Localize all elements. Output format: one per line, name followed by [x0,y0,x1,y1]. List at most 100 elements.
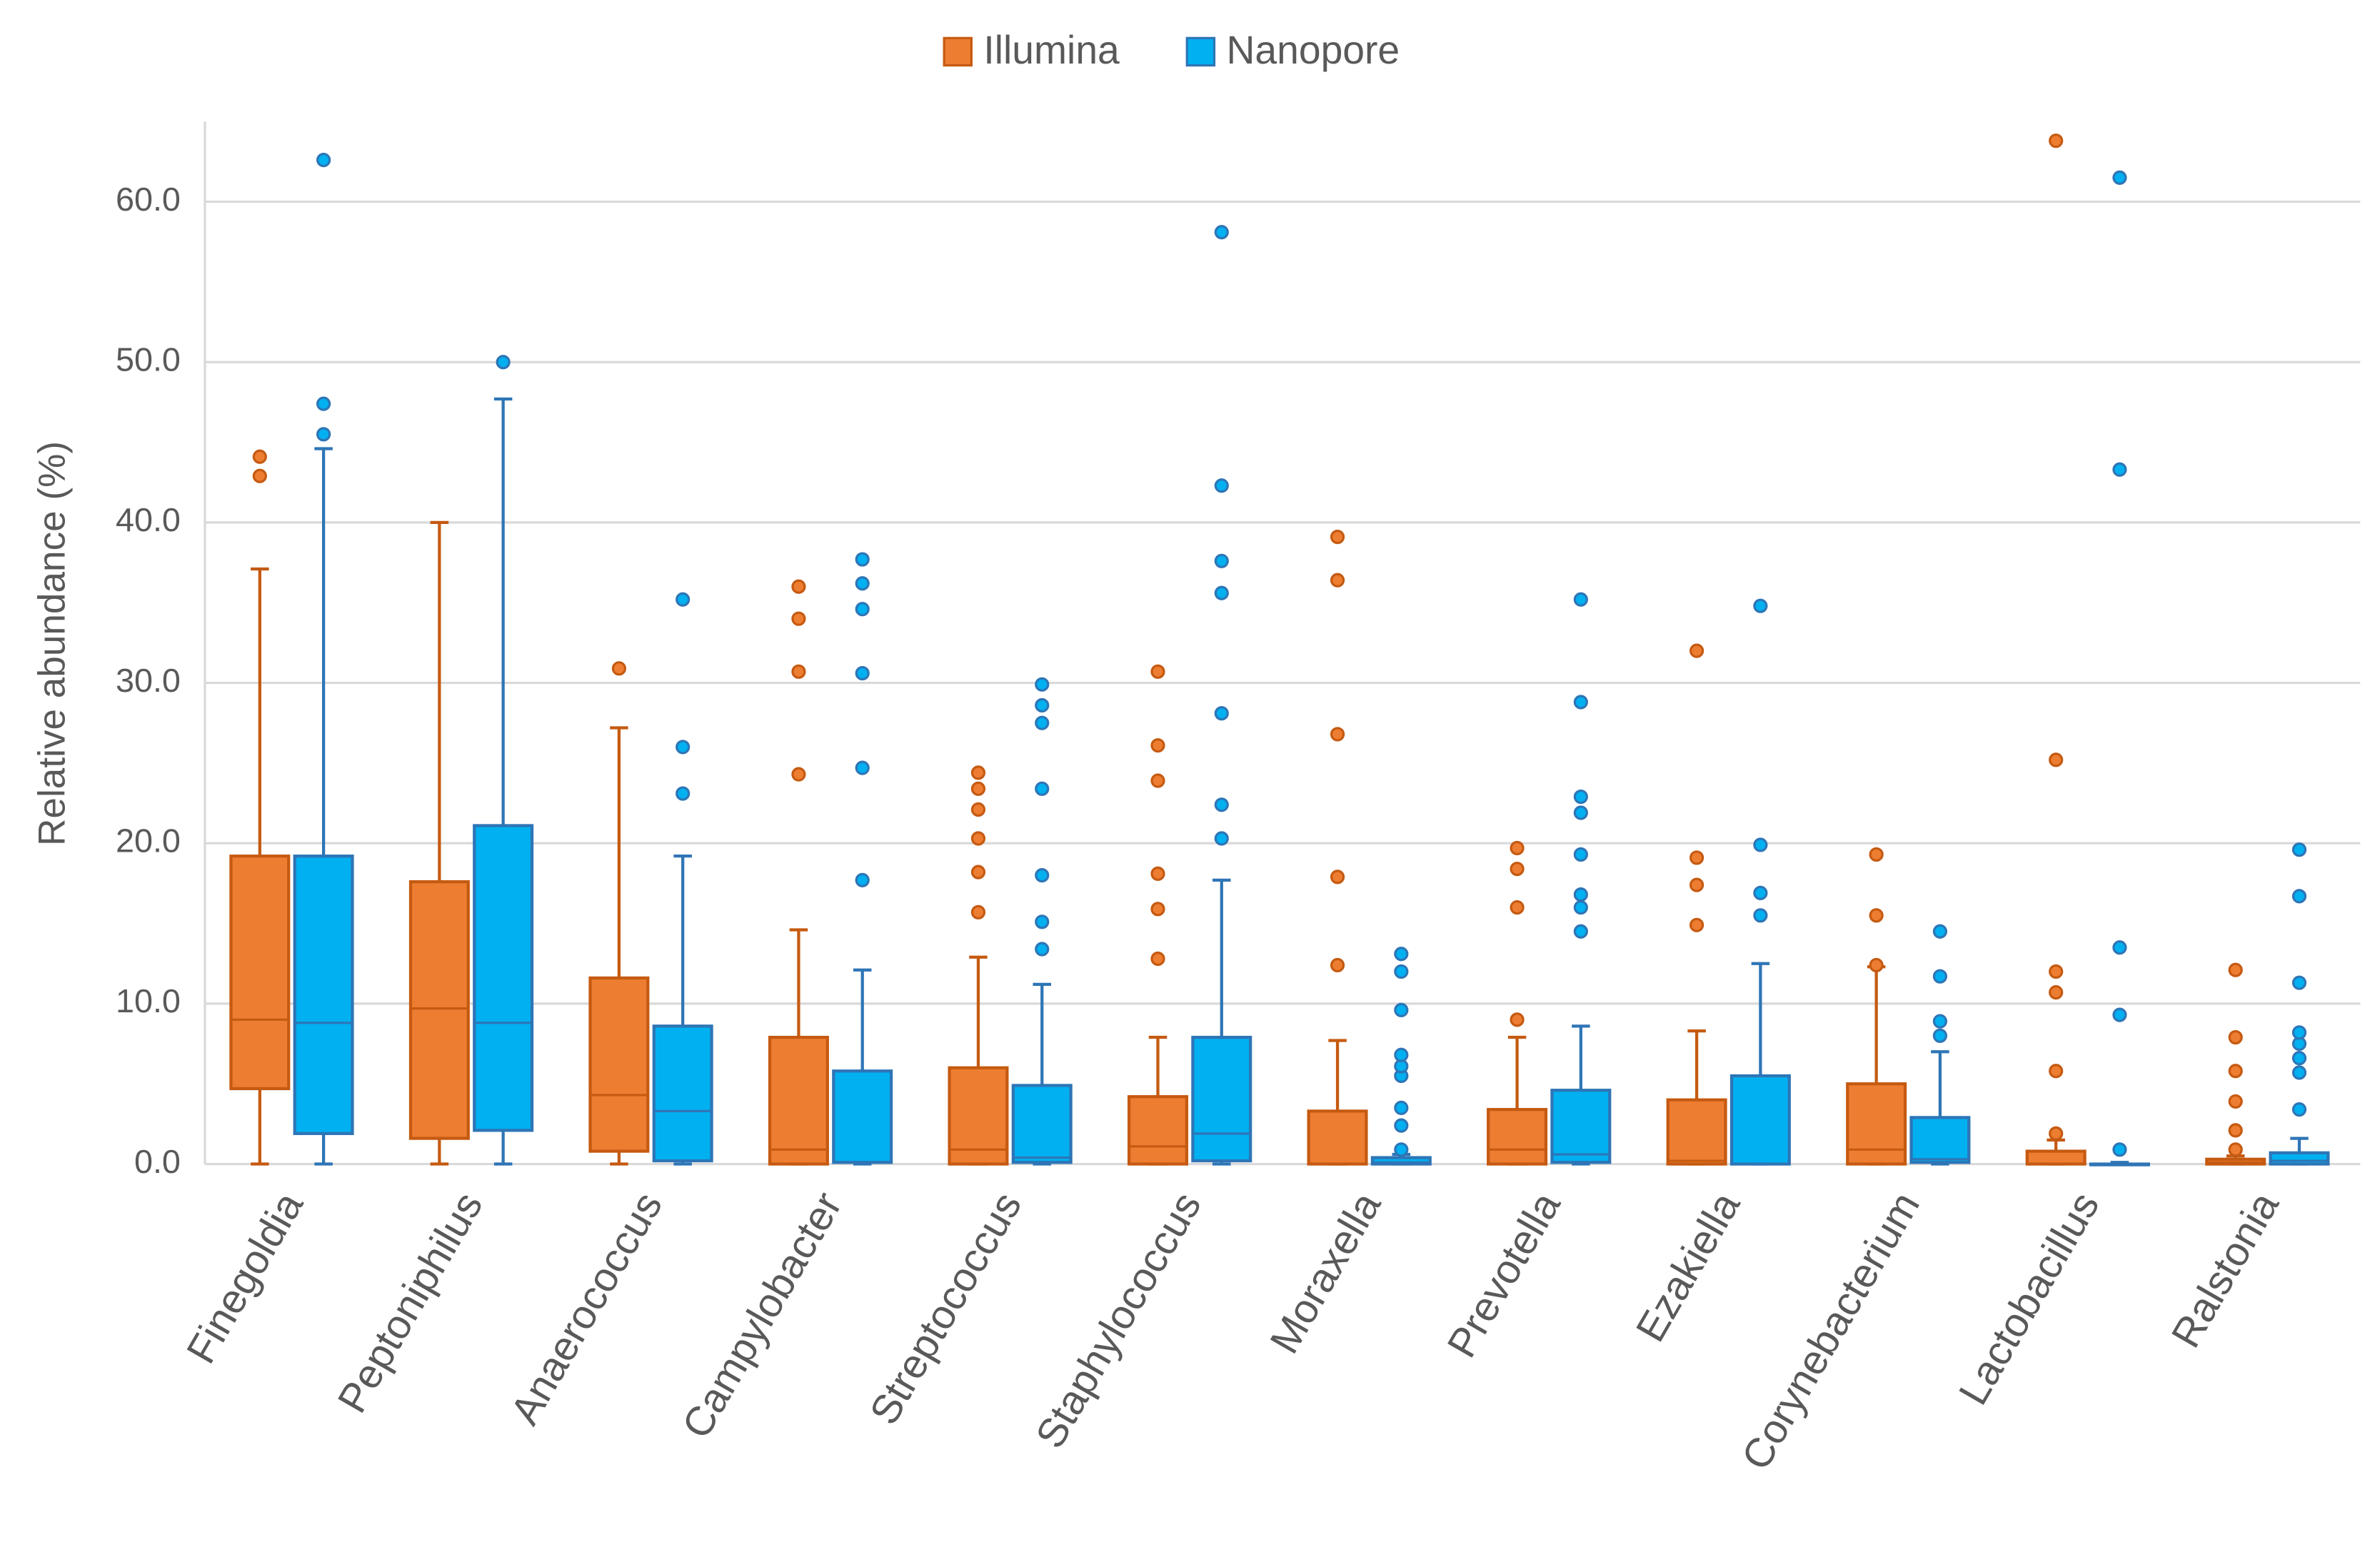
box [408,880,470,1140]
outlier [1932,1028,1948,1043]
outlier [970,802,986,817]
outlier [2228,1123,2243,1138]
x-tick-label: Streptococcus [861,1184,1030,1432]
box [1909,1116,1971,1164]
x-tick-label: Campylobacter [673,1184,850,1446]
box [2269,1151,2330,1166]
outlier [2049,1126,2064,1141]
outlier [1573,924,1588,939]
box [588,976,650,1153]
outlier [1035,914,1050,929]
y-tick-label: 10.0 [116,982,181,1019]
outlier [1932,1014,1948,1029]
outlier [1689,643,1704,658]
x-tick-label: Moraxella [1262,1184,1390,1361]
outlier [252,449,267,464]
outlier [1214,706,1229,721]
outlier [1510,1012,1525,1027]
box [768,1035,829,1166]
outlier [855,576,870,591]
outlier [1214,553,1229,568]
outlier [1330,957,1345,973]
box [293,855,354,1135]
outlier [2291,975,2307,990]
outlier [1330,870,1345,885]
outlier [1869,847,1884,862]
outlier [1394,1100,1409,1116]
outlier [1573,900,1588,915]
outlier [1573,805,1588,820]
legend-swatch [1185,36,1216,67]
legend-label: Illumina [983,28,1120,72]
outlier [1330,573,1345,588]
outlier [676,786,691,801]
outlier [2228,962,2243,977]
x-tick-label: Staphylococcus [1027,1184,1210,1456]
outlier [1035,715,1050,730]
outlier [1932,969,1948,984]
outlier [1510,900,1525,915]
outlier [2291,889,2307,904]
outlier [855,760,870,775]
x-tick-label: Prevotella [1439,1184,1570,1365]
outlier [1394,1118,1409,1133]
x-tick-label: Lactobacillus [1950,1184,2108,1412]
y-tick-label: 40.0 [116,501,181,538]
box [1127,1095,1189,1166]
outlier [1214,831,1229,846]
x-tick-label: Anaerococcus [502,1184,671,1432]
box [652,1024,713,1163]
outlier [1573,847,1588,862]
outlier [1510,840,1525,856]
outlier [316,396,331,411]
outlier [1753,908,1768,923]
outlier [1035,697,1050,713]
outlier [1150,738,1165,753]
outlier [2112,940,2127,955]
box [832,1069,893,1164]
outlier [1394,1142,1409,1157]
outlier [1394,964,1409,979]
outlier [1753,885,1768,900]
outlier [1869,957,1884,973]
legend-label: Nanopore [1227,28,1400,72]
y-axis-title: Relative abundance (%) [31,441,74,846]
x-tick-label: Peptoniphilus [329,1184,492,1420]
x-tick-label: Ezakiella [1627,1184,1749,1349]
box [2025,1149,2087,1166]
outlier [1932,924,1948,939]
outlier [855,552,870,567]
box [948,1066,1009,1166]
outlier [316,427,331,442]
outlier [1330,530,1345,545]
outlier [611,661,627,676]
outlier [1573,789,1588,805]
outlier [1330,727,1345,742]
outlier [1214,797,1229,812]
box [229,855,291,1091]
outlier [791,611,806,626]
outlier [1394,1047,1409,1062]
outlier [2291,1065,2307,1080]
outlier [316,153,331,168]
outlier [2291,842,2307,857]
outlier [2049,752,2064,767]
box [1191,1035,1252,1163]
outlier [1214,225,1229,240]
legend-swatch [943,36,973,67]
outlier [1753,598,1768,613]
outlier [2112,1142,2127,1157]
y-tick-label: 20.0 [116,822,181,860]
outlier [1150,902,1165,917]
outlier [2049,1064,2064,1079]
outlier [855,602,870,617]
outlier [2049,964,2064,979]
outlier [2112,462,2127,477]
outlier [2291,1051,2307,1066]
outlier [1573,695,1588,710]
outlier [252,468,267,483]
box [1011,1084,1073,1164]
y-tick-label: 50.0 [116,341,181,378]
